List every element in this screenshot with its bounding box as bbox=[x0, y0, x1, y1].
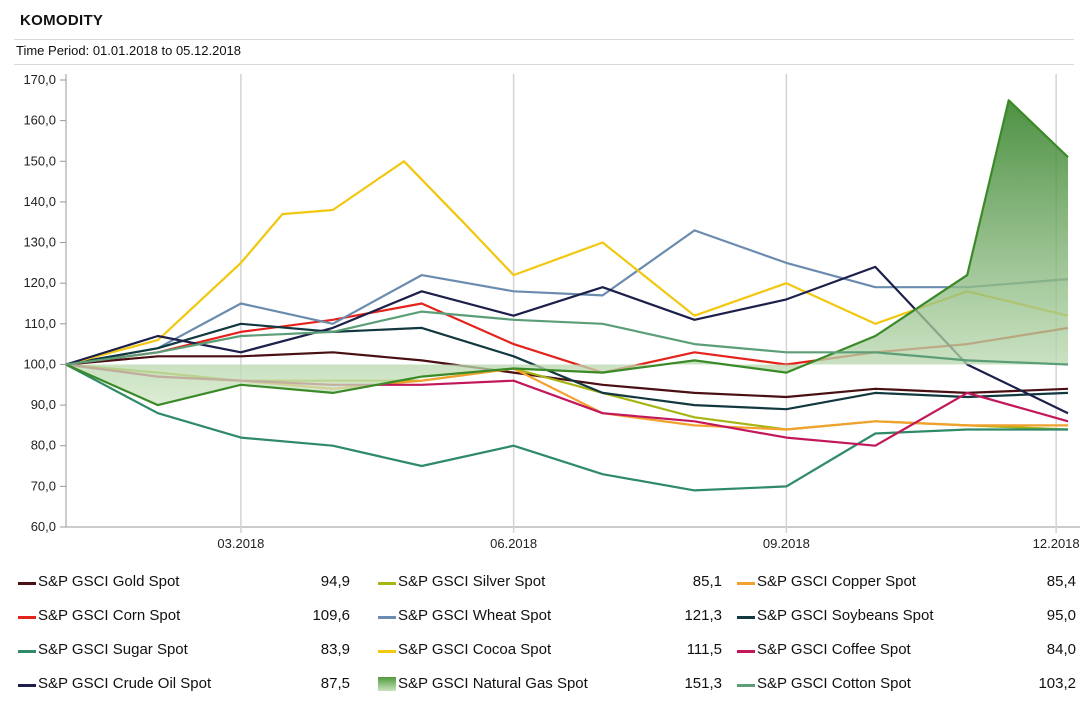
series-area bbox=[66, 100, 1068, 406]
legend-value: 111,5 bbox=[686, 641, 722, 658]
x-tick-label: 03.2018 bbox=[217, 536, 264, 551]
chart-title: KOMODITY bbox=[20, 12, 104, 29]
chart-plot: 60,0 70,0 80,0 90,0 100,0 110,0 120,0 130,0 140,… bbox=[23, 72, 1080, 551]
y-tick-label: 80,0 bbox=[31, 438, 56, 453]
legend-value: 94,9 bbox=[320, 573, 350, 590]
legend-value: 85,1 bbox=[692, 573, 722, 590]
legend-item[interactable]: S&P GSCI Cotton Spot 103,2 bbox=[737, 674, 1076, 694]
legend-value: 85,4 bbox=[1046, 573, 1076, 590]
series-line bbox=[65, 265, 1069, 415]
legend-value: 95,0 bbox=[1046, 607, 1076, 624]
legend-item[interactable]: S&P GSCI Wheat Spot 121,3 bbox=[378, 606, 722, 626]
legend-swatch bbox=[378, 616, 396, 619]
series-line bbox=[65, 160, 1069, 366]
legend-swatch bbox=[18, 616, 36, 619]
legend-item[interactable]: S&P GSCI Sugar Spot 83,9 bbox=[18, 640, 350, 660]
series-line bbox=[65, 322, 1069, 411]
series-line bbox=[65, 351, 1069, 399]
y-tick-label: 130,0 bbox=[23, 235, 56, 250]
series-line bbox=[65, 99, 1069, 407]
legend-label: S&P GSCI Silver Spot bbox=[398, 573, 546, 590]
legend-value: 121,3 bbox=[684, 607, 722, 624]
y-tick-label: 70,0 bbox=[31, 478, 56, 493]
legend-item[interactable]: S&P GSCI Natural Gas Spot 151,3 bbox=[378, 674, 722, 694]
legend-item[interactable]: S&P GSCI Copper Spot 85,4 bbox=[737, 572, 1076, 592]
series-line bbox=[65, 229, 1069, 366]
legend-item[interactable]: S&P GSCI Gold Spot 94,9 bbox=[18, 572, 350, 592]
legend-swatch bbox=[737, 616, 755, 619]
legend-value: 109,6 bbox=[312, 607, 350, 624]
legend-item[interactable]: S&P GSCI Coffee Spot 84,0 bbox=[737, 640, 1076, 660]
legend-label: S&P GSCI Gold Spot bbox=[38, 573, 180, 590]
legend-value: 87,5 bbox=[320, 675, 350, 692]
legend-label: S&P GSCI Soybeans Spot bbox=[757, 607, 934, 624]
legend-swatch bbox=[18, 582, 36, 585]
legend-item[interactable]: S&P GSCI Silver Spot 85,1 bbox=[378, 572, 722, 592]
x-tick-label: 12.2018 bbox=[1033, 536, 1080, 551]
legend-value: 83,9 bbox=[320, 641, 350, 658]
y-tick-label: 100,0 bbox=[23, 356, 56, 371]
legend-label: S&P GSCI Natural Gas Spot bbox=[398, 675, 588, 692]
legend-label: S&P GSCI Cocoa Spot bbox=[398, 641, 552, 658]
legend-swatch bbox=[18, 684, 36, 687]
y-tick-label: 170,0 bbox=[23, 72, 56, 87]
legend-item[interactable]: S&P GSCI Soybeans Spot 95,0 bbox=[737, 606, 1076, 626]
legend-swatch bbox=[737, 684, 755, 687]
y-tick-label: 150,0 bbox=[23, 153, 56, 168]
legend-label: S&P GSCI Corn Spot bbox=[38, 607, 181, 624]
title-divider bbox=[14, 39, 1074, 40]
x-tick-label: 09.2018 bbox=[763, 536, 810, 551]
y-tick-label: 60,0 bbox=[31, 519, 56, 534]
y-tick-label: 110,0 bbox=[24, 316, 56, 331]
y-tick-label: 160,0 bbox=[23, 113, 56, 128]
legend-value: 151,3 bbox=[684, 675, 722, 692]
legend-label: S&P GSCI Wheat Spot bbox=[398, 607, 552, 624]
series-line bbox=[65, 363, 1068, 492]
legend-swatch bbox=[378, 650, 396, 653]
x-tick-label: 06.2018 bbox=[490, 536, 537, 551]
legend-label: S&P GSCI Crude Oil Spot bbox=[38, 675, 212, 692]
legend-label: S&P GSCI Coffee Spot bbox=[757, 641, 911, 658]
y-tick-label: 90,0 bbox=[31, 397, 56, 412]
legend-swatch bbox=[737, 582, 755, 585]
legend-label: S&P GSCI Sugar Spot bbox=[38, 641, 188, 658]
y-tick-label: 120,0 bbox=[23, 275, 56, 290]
legend-item[interactable]: S&P GSCI Corn Spot 109,6 bbox=[18, 606, 350, 626]
legend-value: 103,2 bbox=[1038, 675, 1076, 692]
time-period-label: Time Period: 01.01.2018 to 05.12.2018 bbox=[16, 43, 242, 58]
legend-value: 84,0 bbox=[1046, 641, 1076, 658]
legend-label: S&P GSCI Cotton Spot bbox=[757, 675, 911, 692]
legend-label: S&P GSCI Copper Spot bbox=[757, 573, 916, 590]
legend-item[interactable]: S&P GSCI Crude Oil Spot 87,5 bbox=[18, 674, 350, 694]
legend-item[interactable]: S&P GSCI Cocoa Spot 111,5 bbox=[378, 640, 722, 660]
y-tick-label: 140,0 bbox=[23, 194, 56, 209]
legend-swatch bbox=[378, 677, 396, 691]
legend-swatch bbox=[18, 650, 36, 653]
subtitle-divider bbox=[14, 64, 1074, 65]
legend-swatch bbox=[378, 582, 396, 585]
legend-swatch bbox=[737, 650, 755, 653]
series-line bbox=[65, 310, 1069, 366]
